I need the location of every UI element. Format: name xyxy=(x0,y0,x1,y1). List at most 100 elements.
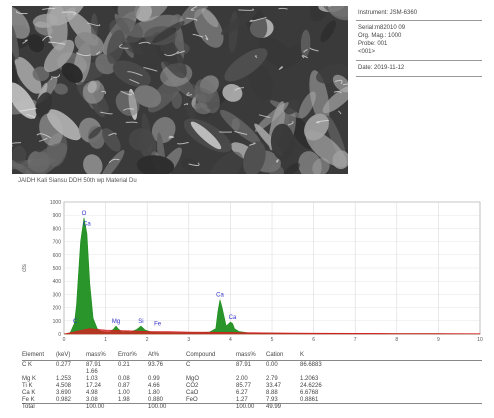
y-tick-label: 900 xyxy=(53,213,62,219)
sem-flake xyxy=(100,149,125,174)
peak-label: C xyxy=(73,319,78,325)
table-cell: 0.08 xyxy=(118,376,130,382)
sem-edge xyxy=(50,77,53,81)
table-cell: 2.79 xyxy=(266,376,278,382)
y-tick-label: 1000 xyxy=(50,200,61,206)
table-cell: 100.00 xyxy=(148,404,167,410)
sem-edge xyxy=(16,10,28,15)
sem-flake xyxy=(312,157,330,174)
sem-flake xyxy=(74,32,104,56)
x-tick-label: 1 xyxy=(104,337,107,343)
sem-flake xyxy=(270,123,295,161)
sem-edge xyxy=(234,87,245,91)
y-tick-label: 800 xyxy=(53,226,62,232)
sem-flake xyxy=(43,39,75,73)
sem-edge xyxy=(48,41,66,45)
instrument-text: Instrument: JSM-6360 xyxy=(358,10,418,16)
table-cell: 1.66 xyxy=(86,369,98,375)
table-cell: 0.87 xyxy=(118,383,130,389)
sem-flake xyxy=(14,56,42,94)
sem-flake xyxy=(190,121,222,150)
table-cell: 7.93 xyxy=(266,397,278,403)
table-cell: 0.8861 xyxy=(300,397,319,403)
sem-flake xyxy=(27,34,44,53)
y-tick-label: 100 xyxy=(53,319,62,325)
sem-flake xyxy=(83,154,103,174)
peak-label: Mg xyxy=(112,319,120,325)
table-cell: 0.880 xyxy=(148,397,164,403)
sem-flake xyxy=(249,64,274,101)
image-caption: JAIDH Kali Siansu DDH 50th wp Material D… xyxy=(18,178,137,184)
sem-flake xyxy=(254,102,289,132)
y-tick-label: 400 xyxy=(53,279,62,285)
table-cell: 24.6226 xyxy=(300,383,322,389)
y-tick-label: 300 xyxy=(53,292,62,298)
sem-edge xyxy=(278,65,283,70)
meta-divider xyxy=(356,20,482,21)
sem-flake xyxy=(91,103,105,118)
table-cell: 100.00 xyxy=(86,404,105,410)
sem-flake xyxy=(219,109,261,145)
sem-flake xyxy=(328,6,348,21)
meta-divider xyxy=(356,60,482,61)
table-cell: 1.2063 xyxy=(300,376,319,382)
sem-flake xyxy=(90,13,98,40)
sem-edge xyxy=(61,11,77,16)
table-header-cell: Cation xyxy=(266,352,284,358)
y-tick-label: 0 xyxy=(58,332,61,338)
sem-edge xyxy=(278,7,288,10)
sem-flake xyxy=(109,17,144,43)
table-cell: 87.91 xyxy=(86,362,102,368)
sem-edge xyxy=(338,110,342,115)
x-tick-label: 2 xyxy=(146,337,149,343)
sem-flake xyxy=(309,6,329,22)
sem-flake xyxy=(283,162,301,174)
peak-label: Si xyxy=(138,319,143,325)
sem-edge xyxy=(258,114,271,118)
table-cell: 1.00 xyxy=(118,390,130,396)
sem-flake xyxy=(25,143,68,174)
sem-flake xyxy=(269,164,284,174)
sem-edge xyxy=(164,53,177,57)
sem-edge xyxy=(101,90,106,94)
table-rule xyxy=(22,403,482,404)
peak-label: Fe xyxy=(154,322,162,328)
sem-flake xyxy=(243,141,266,174)
extra-text: <001> xyxy=(358,49,376,55)
sem-flake xyxy=(224,48,268,82)
spectrum-svg: 0 1 2 3 4 5 6 7 8 9 100100200300400500600700800900… xyxy=(22,200,483,343)
sem-edge xyxy=(301,55,309,59)
sem-edge xyxy=(288,120,294,126)
y-tick-label: 700 xyxy=(53,240,62,246)
sem-edge xyxy=(342,83,348,86)
table-cell: 0.99 xyxy=(148,376,160,382)
sem-edge xyxy=(177,141,189,145)
sem-flake xyxy=(87,80,97,94)
x-tick-label: 6 xyxy=(312,337,315,343)
table-cell: C K xyxy=(22,362,33,368)
table-cell: 1.98 xyxy=(118,397,130,403)
sem-edge xyxy=(119,43,129,49)
table-cell: MgO xyxy=(186,376,200,382)
sem-flake xyxy=(123,41,144,55)
sem-flake xyxy=(102,128,121,152)
sem-flake xyxy=(128,128,153,151)
table-cell: 0.00 xyxy=(266,362,278,368)
x-tick-label: 5 xyxy=(271,337,274,343)
y-tick-label: 200 xyxy=(53,306,62,312)
y-tick-label: 600 xyxy=(53,253,62,259)
sem-edge xyxy=(75,52,92,57)
table-cell: 8.88 xyxy=(266,390,278,396)
eds-spectrum-chart: 0 1 2 3 4 5 6 7 8 9 10 0 100 200 300 400 500 600 700 800 900… xyxy=(14,194,490,344)
sem-edge xyxy=(12,142,22,147)
table-cell: C xyxy=(186,362,191,368)
table-cell: 0.982 xyxy=(56,397,72,403)
table-header-cell: Element xyxy=(22,352,45,358)
sem-edge xyxy=(204,34,209,41)
sem-edge xyxy=(127,71,143,77)
probe-text: Probe: 001 xyxy=(358,41,388,47)
sem-edge xyxy=(138,41,151,45)
table-cell: 3.08 xyxy=(86,397,98,403)
sem-edge xyxy=(303,49,308,53)
sem-flake xyxy=(209,151,243,174)
